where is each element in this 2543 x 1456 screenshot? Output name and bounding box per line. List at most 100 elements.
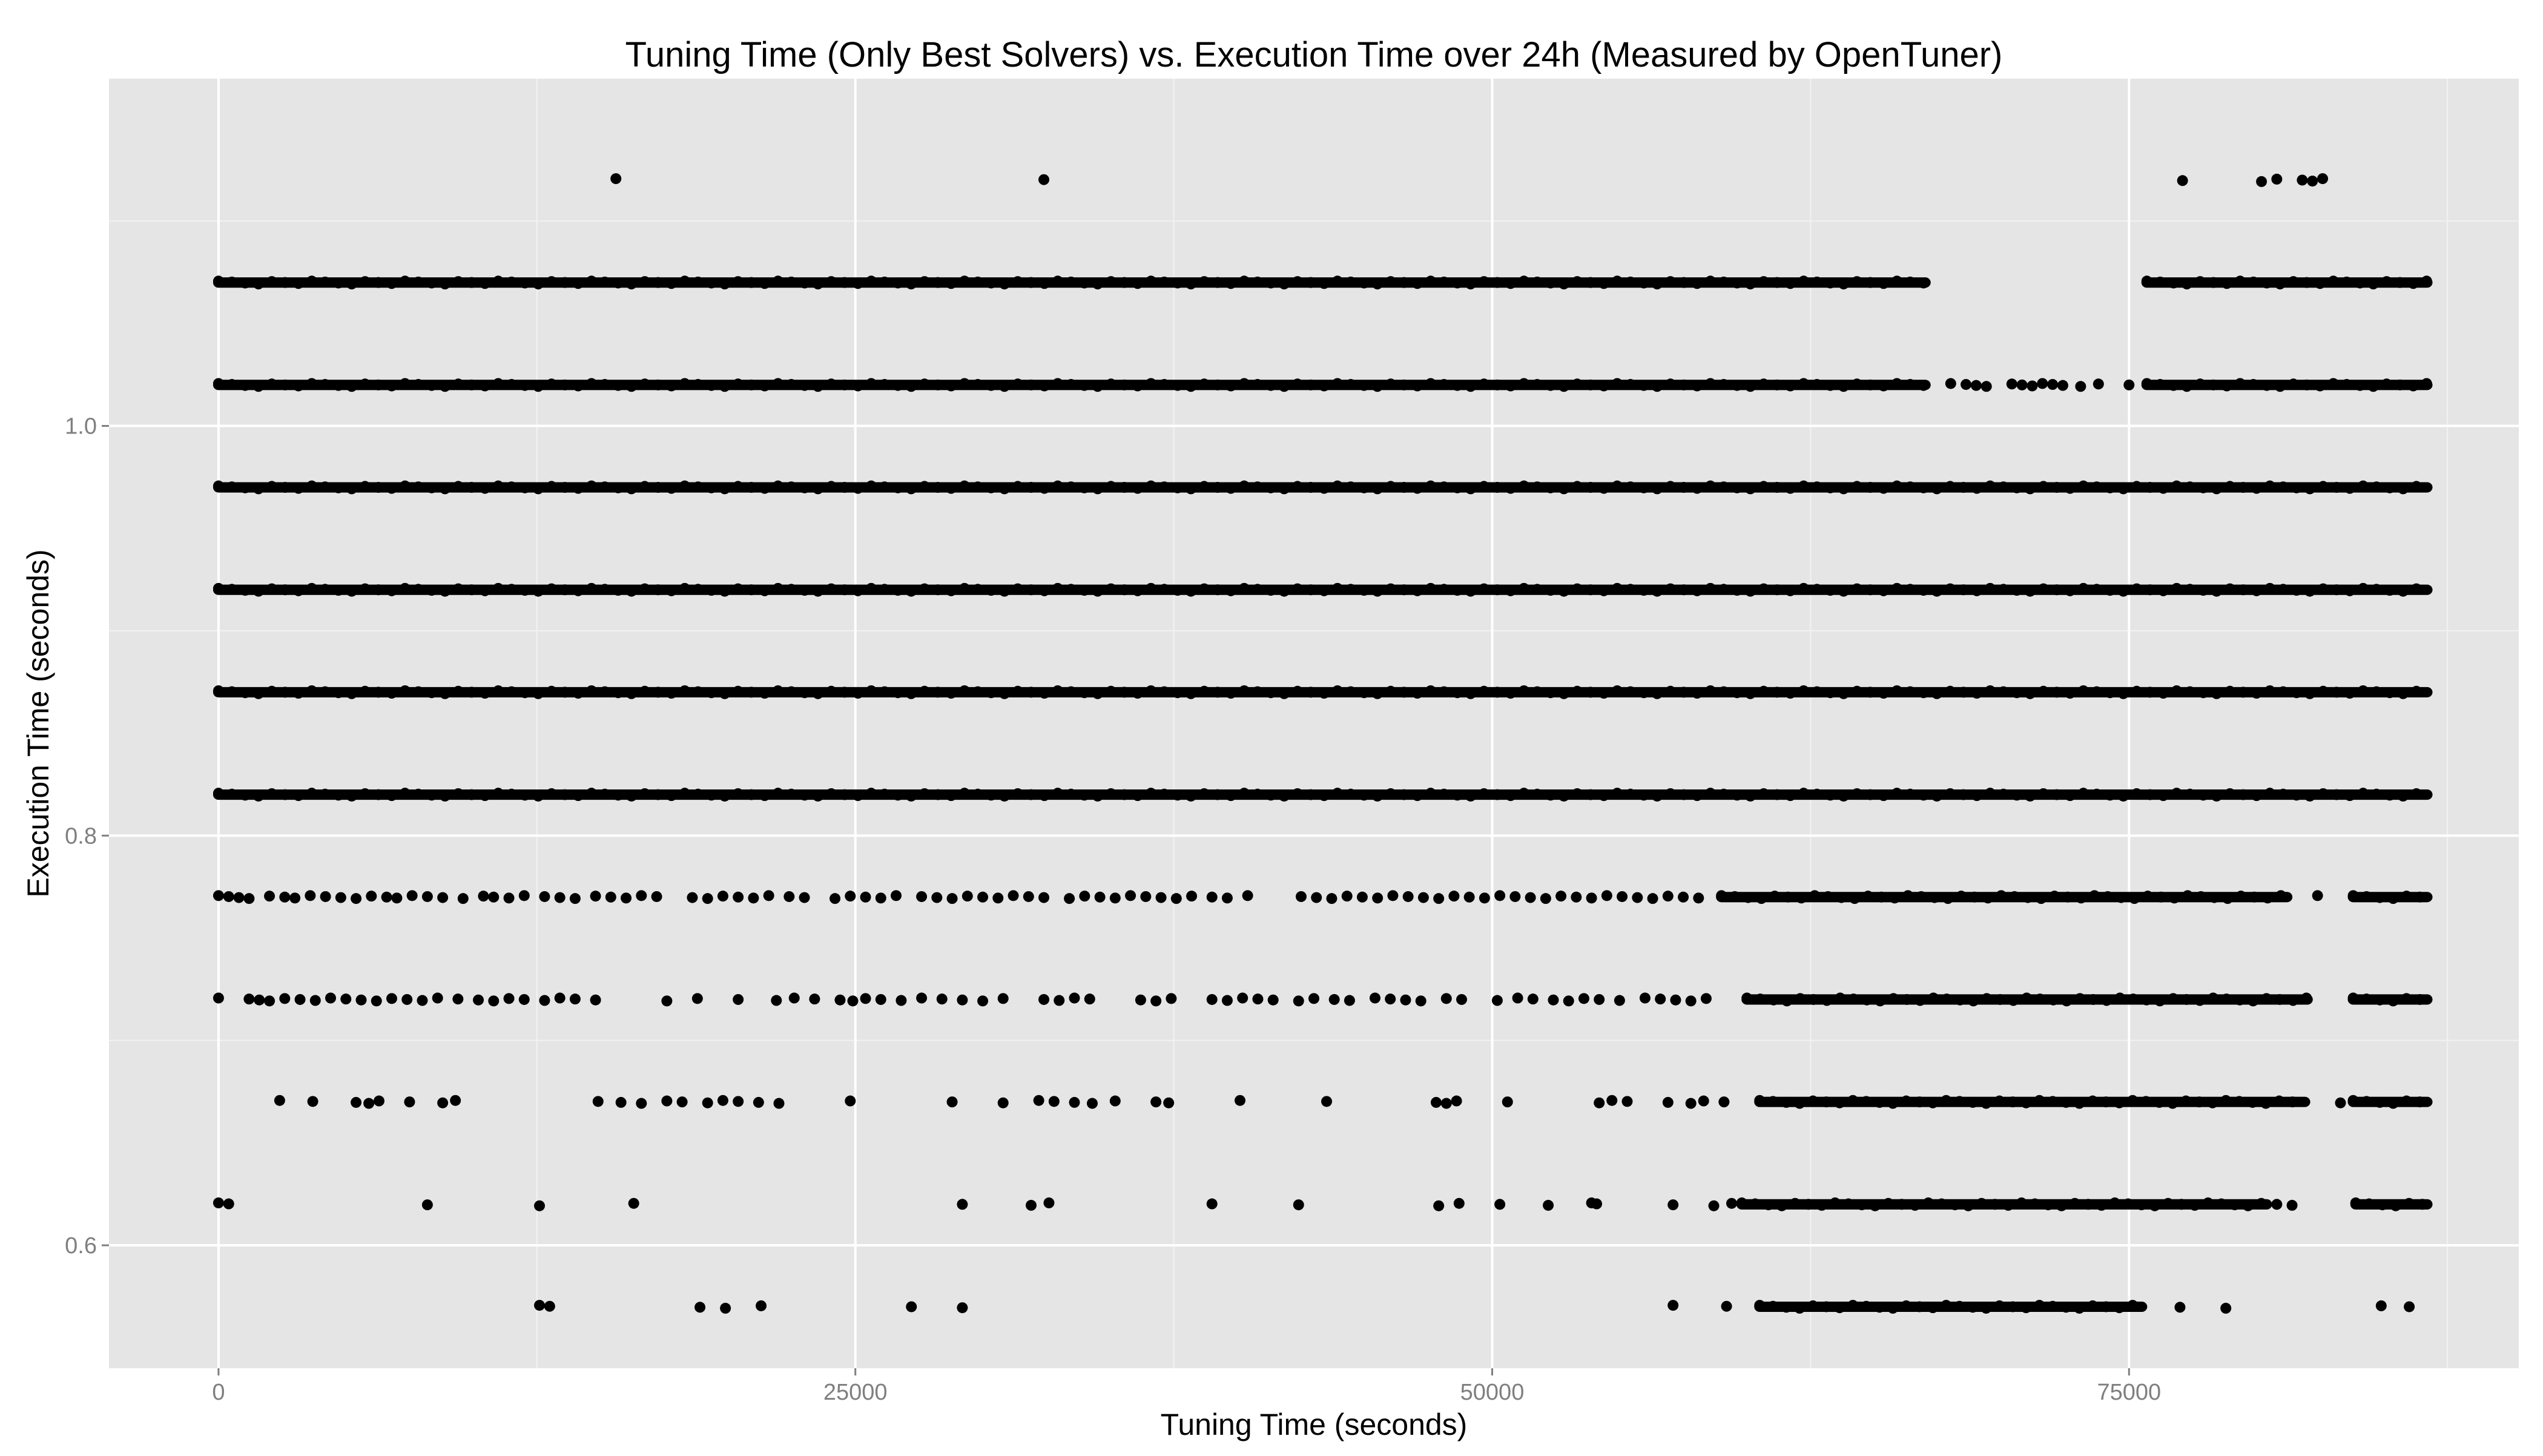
data-point <box>1624 276 1636 288</box>
data-point <box>279 482 291 493</box>
data-point <box>1345 481 1356 493</box>
data-point <box>2347 992 2359 1004</box>
data-point <box>1997 686 2009 697</box>
data-point <box>1949 1199 1961 1211</box>
data-point <box>1079 891 1090 902</box>
data-point <box>1571 378 1583 390</box>
data-point <box>1678 379 1689 390</box>
data-point <box>1118 584 1130 596</box>
data-point <box>1451 482 1463 493</box>
data-point <box>1558 483 1569 495</box>
data-point <box>213 992 224 1004</box>
data-point <box>1185 790 1196 802</box>
data-point <box>2064 790 2076 802</box>
data-point <box>1033 1095 1044 1106</box>
data-point <box>1878 483 1889 494</box>
data-point <box>1997 481 2009 493</box>
data-point <box>1398 687 1410 698</box>
data-point <box>2357 788 2369 799</box>
data-point <box>2189 1199 2200 1211</box>
data-point <box>2051 482 2062 493</box>
data-point <box>1571 583 1583 595</box>
data-point <box>2256 176 2268 187</box>
data-point <box>254 994 265 1006</box>
data-point <box>452 276 464 288</box>
data-point <box>1411 483 1423 494</box>
data-point <box>252 483 264 495</box>
data-point <box>2154 276 2166 288</box>
data-point <box>506 686 517 697</box>
data-point <box>2264 480 2275 492</box>
data-point <box>1927 1302 1939 1314</box>
data-point <box>1922 1197 1934 1208</box>
data-point <box>1509 891 1521 902</box>
data-point <box>651 891 662 902</box>
data-point <box>985 789 997 801</box>
data-point <box>732 788 744 799</box>
data-point <box>346 688 357 699</box>
data-point <box>2184 686 2195 697</box>
data-point <box>692 481 704 493</box>
data-point <box>1718 379 1729 390</box>
data-point <box>466 379 477 390</box>
data-point <box>412 276 424 288</box>
data-point <box>2087 1095 2099 1107</box>
data-point <box>1172 687 1183 699</box>
data-point <box>1278 381 1290 392</box>
data-point <box>1048 1096 1060 1107</box>
data-point <box>2061 995 2073 1007</box>
data-point <box>1824 380 1836 391</box>
data-point <box>1878 585 1889 596</box>
data-point <box>809 993 820 1005</box>
data-point <box>1494 1199 1506 1210</box>
data-point <box>1685 995 1697 1007</box>
data-point <box>1744 483 1756 495</box>
data-point <box>532 790 544 802</box>
data-point <box>759 278 770 289</box>
data-point <box>1904 788 1916 800</box>
data-point <box>972 584 983 595</box>
data-point <box>2140 1096 2152 1107</box>
data-point <box>572 380 584 392</box>
data-point <box>2291 687 2302 699</box>
data-point <box>1789 1197 1801 1209</box>
data-point <box>1585 687 1596 698</box>
data-point <box>1438 481 1450 493</box>
data-point <box>1971 483 1982 494</box>
data-point <box>2234 378 2246 389</box>
data-point <box>1505 585 1516 596</box>
data-point <box>1887 1098 1899 1109</box>
data-point <box>1505 483 1516 494</box>
data-point <box>1585 379 1596 390</box>
data-point <box>745 687 757 698</box>
data-point <box>1145 788 1156 799</box>
data-point <box>332 585 344 596</box>
data-point <box>2091 481 2102 493</box>
data-point <box>213 788 224 799</box>
data-point <box>745 789 757 800</box>
data-point <box>720 1302 731 1314</box>
data-point <box>1293 1199 1304 1211</box>
data-point <box>2117 790 2129 802</box>
data-point <box>355 994 367 1006</box>
data-point <box>307 1096 318 1107</box>
data-point <box>1012 481 1023 492</box>
data-point <box>599 584 610 595</box>
data-point <box>1693 892 1704 904</box>
data-point <box>2277 788 2289 800</box>
data-point <box>652 687 664 698</box>
data-point <box>1425 480 1436 492</box>
data-point <box>1594 1097 1605 1108</box>
data-point <box>1744 790 1756 802</box>
data-point <box>2403 1197 2415 1209</box>
data-point <box>1729 891 1741 902</box>
data-point <box>359 685 371 697</box>
data-point <box>1052 275 1063 287</box>
data-point <box>506 584 517 595</box>
data-point <box>1025 277 1037 288</box>
data-point <box>1158 276 1170 288</box>
data-point <box>488 891 500 903</box>
data-point <box>825 481 837 492</box>
data-point <box>1918 789 1929 801</box>
data-point <box>1132 790 1143 802</box>
